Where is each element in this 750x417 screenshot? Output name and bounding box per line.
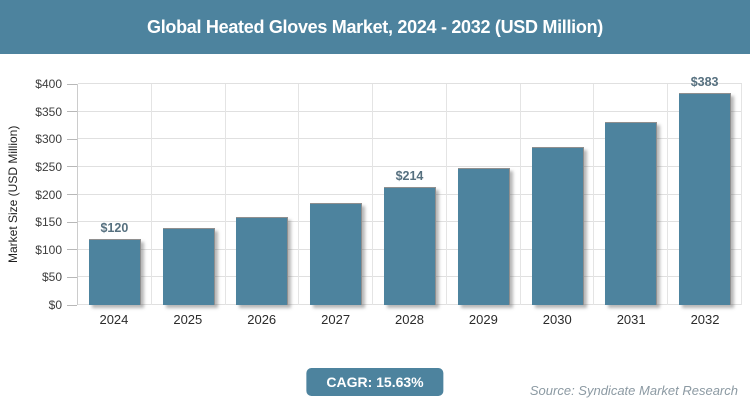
x-tick-label-2031: 2031 [616,312,646,327]
bar-group-2024: $120 [78,84,152,305]
bar-value-label-2032: $383 [690,75,719,90]
gridline-vertical [224,84,226,305]
bar-group-2031 [594,84,668,305]
bar-2027 [310,202,363,305]
bar-2025 [162,228,215,305]
y-tick-label: $300 [35,132,62,147]
gridline-vertical [519,84,521,305]
bar-group-2025 [152,84,226,305]
chart-title: Global Heated Gloves Market, 2024 - 2032… [147,16,603,37]
gridline-vertical [667,84,669,305]
gridline-vertical [741,84,742,305]
x-tick-label-2025: 2025 [173,312,203,327]
y-tick-label: $250 [35,159,62,174]
cagr-badge: CAGR: 15.63% [306,368,444,396]
x-tick-label-2028: 2028 [395,312,424,327]
gridline-vertical [150,84,152,305]
bar-2031 [605,122,658,305]
plot-area: $120 $214 $383 [77,75,742,305]
gridline-vertical [298,84,300,305]
source-attribution: Source: Syndicate Market Research [529,383,738,398]
bar-2029 [457,167,510,305]
y-tick-label: $200 [35,187,62,202]
y-tick-mark [67,138,77,140]
y-axis-ticks: $0 $50 $100 $150 $200 $250 $300 $350 $400 [0,77,77,312]
gridline-horizontal [78,83,742,84]
y-tick-mark [67,111,77,113]
x-tick-label-2026: 2026 [247,312,277,327]
bar-group-2029 [447,84,521,305]
x-tick-label-2024: 2024 [99,312,129,327]
y-tick-mark [67,166,77,168]
y-tick-label: $50 [41,270,62,285]
gridline-horizontal [78,165,742,167]
bar-group-2026 [226,84,300,305]
bar-2026 [236,216,289,305]
bar-group-2030 [521,84,595,305]
gridline-horizontal [78,110,742,112]
bar-group-2027 [299,84,373,305]
y-tick-mark [67,194,77,195]
y-tick-mark [67,221,77,223]
y-tick-label: $400 [35,77,62,91]
x-tick-label-2030: 2030 [542,312,572,327]
bar-2030 [531,147,584,305]
bar-2032: $383 [679,75,732,305]
chart-title-bar: Global Heated Gloves Market, 2024 - 2032… [0,0,750,54]
x-axis-labels: 2024 2025 2026 2027 2028 2029 2030 2031 2032 [77,312,742,330]
x-tick-label-2029: 2029 [468,312,498,327]
y-tick-label: $350 [35,104,62,119]
y-tick-mark [67,276,77,278]
gridline-horizontal [78,138,742,140]
x-tick-label-2027: 2027 [321,312,351,327]
bar-2024: $120 [88,221,141,305]
gridline-vertical [372,84,374,305]
y-tick-mark [67,249,77,251]
y-tick-label: $150 [35,215,62,230]
y-tick-label: $100 [35,242,62,257]
bar-value-label-2028: $214 [395,168,424,183]
y-tick-mark [67,304,77,306]
y-tick-mark [67,83,77,85]
bar-group-2032: $383 [668,75,742,305]
bar-value-label-2024: $120 [100,220,129,235]
gridline-vertical [593,84,595,305]
bar-2028: $214 [383,169,436,305]
x-tick-label-2032: 2032 [690,312,720,327]
bar-group-2028: $214 [373,84,447,305]
y-tick-label: $0 [48,298,62,312]
gridline-vertical [445,84,447,305]
